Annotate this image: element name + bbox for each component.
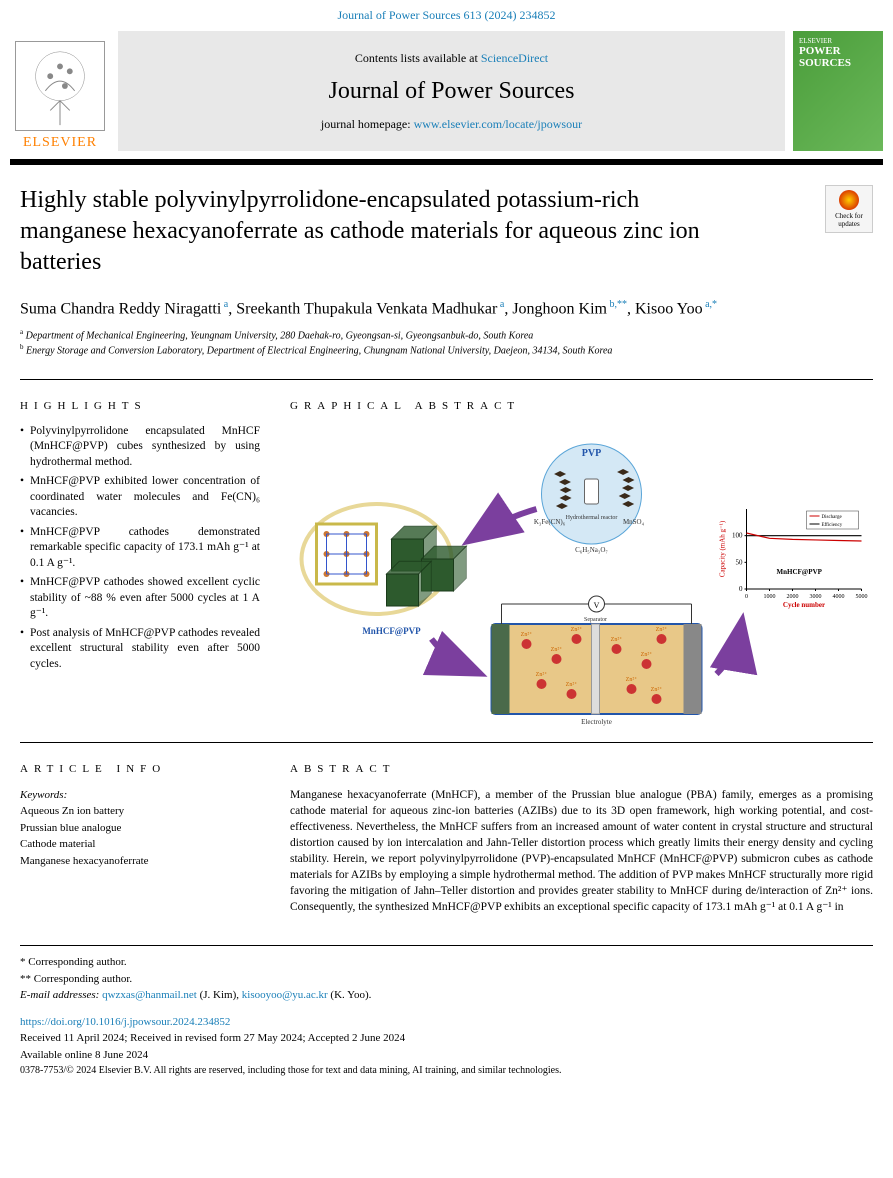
copyright-line: 0378-7753/© 2024 Elsevier B.V. All right…	[20, 1063, 873, 1078]
corr-2: ** Corresponding author.	[20, 971, 873, 988]
email-link-1[interactable]: qwzxas@hanmail.net	[102, 989, 197, 1001]
keyword-item: Prussian blue analogue	[20, 820, 260, 837]
homepage-line: journal homepage: www.elsevier.com/locat…	[321, 117, 582, 132]
journal-name: Journal of Power Sources	[329, 78, 575, 105]
highlight-item: Polyvinylpyrrolidone encapsulated MnHCF …	[20, 424, 260, 471]
keywords-block: Keywords: Aqueous Zn ion batteryPrussian…	[20, 787, 260, 870]
svg-text:Zn²⁺: Zn²⁺	[656, 626, 668, 633]
svg-text:Zn²⁺: Zn²⁺	[571, 626, 583, 633]
svg-text:Discharge: Discharge	[822, 515, 843, 520]
svg-text:1000: 1000	[764, 594, 776, 600]
check-updates-badge[interactable]: Check for updates	[825, 185, 873, 233]
svg-text:3000: 3000	[810, 594, 822, 600]
svg-text:Zn²⁺: Zn²⁺	[551, 646, 563, 653]
svg-text:Electrolyte: Electrolyte	[581, 718, 612, 726]
svg-text:50: 50	[736, 558, 744, 566]
svg-text:K₃Fe(CN)₆: K₃Fe(CN)₆	[534, 518, 566, 526]
svg-text:0: 0	[745, 594, 748, 600]
svg-text:MnHCF@PVP: MnHCF@PVP	[362, 626, 421, 636]
abstract-heading: ABSTRACT	[290, 763, 873, 775]
crossmark-icon	[839, 190, 859, 210]
keyword-item: Cathode material	[20, 836, 260, 853]
svg-text:MnHCF@PVP: MnHCF@PVP	[777, 568, 823, 576]
cover-publisher: ELSEVIER	[799, 37, 877, 45]
banner-row: ELSEVIER Contents lists available at Sci…	[0, 31, 893, 151]
banner-center: Contents lists available at ScienceDirec…	[118, 31, 785, 151]
contents-line: Contents lists available at ScienceDirec…	[355, 51, 548, 66]
journal-cover: ELSEVIER POWER SOURCES	[793, 31, 883, 151]
highlights-heading: HIGHLIGHTS	[20, 400, 260, 412]
elsevier-logo: ELSEVIER	[10, 31, 110, 151]
abstract-text: Manganese hexacyanoferrate (MnHCF), a me…	[290, 787, 873, 916]
divider-thick	[10, 159, 883, 165]
doi-link[interactable]: https://doi.org/10.1016/j.jpowsour.2024.…	[20, 1016, 230, 1028]
info-heading: ARTICLE INFO	[20, 763, 260, 775]
highlight-item: MnHCF@PVP exhibited lower concentration …	[20, 474, 260, 521]
article-title: Highly stable polyvinylpyrrolidone-encap…	[0, 185, 720, 279]
svg-text:MnSO₄: MnSO₄	[623, 518, 645, 526]
authors-line: Suma Chandra Reddy Niragatti a, Sreekant…	[0, 279, 893, 328]
elsevier-text: ELSEVIER	[23, 135, 97, 151]
email-label: E-mail addresses:	[20, 989, 99, 1001]
svg-text:C₆H₅Na₃O₇: C₆H₅Na₃O₇	[575, 546, 608, 554]
graphical-heading: GRAPHICAL ABSTRACT	[290, 400, 873, 412]
svg-text:0: 0	[739, 585, 743, 593]
svg-text:Efficiency: Efficiency	[822, 523, 843, 528]
check-updates-label: Check for updates	[826, 212, 872, 228]
section-divider	[20, 379, 873, 380]
email-line: E-mail addresses: qwzxas@hanmail.net (J.…	[20, 987, 873, 1004]
keyword-item: Aqueous Zn ion battery	[20, 803, 260, 820]
svg-text:V: V	[594, 601, 600, 610]
section-divider-2	[20, 742, 873, 743]
keywords-label: Keywords:	[20, 787, 260, 804]
dates-line: Received 11 April 2024; Received in revi…	[20, 1030, 873, 1047]
doi-line: https://doi.org/10.1016/j.jpowsour.2024.…	[20, 1014, 873, 1031]
keyword-item: Manganese hexacyanoferrate	[20, 853, 260, 870]
svg-text:PVP: PVP	[582, 448, 601, 459]
highlights-list: Polyvinylpyrrolidone encapsulated MnHCF …	[20, 424, 260, 673]
svg-text:Zn²⁺: Zn²⁺	[626, 676, 638, 683]
svg-text:Zn²⁺: Zn²⁺	[641, 651, 653, 658]
svg-text:Capacity (mAh g⁻¹): Capacity (mAh g⁻¹)	[719, 520, 727, 577]
svg-text:2000: 2000	[787, 594, 799, 600]
footer-block: * Corresponding author. ** Corresponding…	[20, 945, 873, 1078]
svg-text:Separator: Separator	[584, 617, 607, 623]
svg-text:100: 100	[732, 531, 743, 539]
svg-text:Zn²⁺: Zn²⁺	[521, 631, 533, 638]
highlight-item: MnHCF@PVP cathodes demonstrated remarkab…	[20, 525, 260, 572]
svg-text:Zn²⁺: Zn²⁺	[536, 671, 548, 678]
sciencedirect-link[interactable]: ScienceDirect	[481, 51, 548, 65]
highlight-item: MnHCF@PVP cathodes showed excellent cycl…	[20, 575, 260, 622]
svg-text:Zn²⁺: Zn²⁺	[566, 681, 578, 688]
svg-text:Zn²⁺: Zn²⁺	[611, 636, 623, 643]
homepage-prefix: journal homepage:	[321, 117, 414, 131]
svg-text:Cycle number: Cycle number	[783, 601, 825, 609]
available-line: Available online 8 June 2024	[20, 1047, 873, 1064]
svg-text:Zn²⁺: Zn²⁺	[651, 686, 663, 693]
affiliation-item: b Energy Storage and Conversion Laborato…	[20, 343, 873, 358]
homepage-link[interactable]: www.elsevier.com/locate/jpowsour	[414, 117, 583, 131]
contents-prefix: Contents lists available at	[355, 51, 481, 65]
svg-text:Hydrothermal reactor: Hydrothermal reactor	[566, 515, 618, 521]
email-name-1: (J. Kim),	[200, 989, 239, 1001]
header-citation: Journal of Power Sources 613 (2024) 2348…	[0, 0, 893, 31]
affiliations: a Department of Mechanical Engineering, …	[0, 328, 893, 371]
cover-title: POWER SOURCES	[799, 45, 877, 69]
email-name-2: (K. Yoo).	[330, 989, 371, 1001]
svg-text:5000: 5000	[856, 594, 868, 600]
affiliation-item: a Department of Mechanical Engineering, …	[20, 328, 873, 343]
elsevier-tree-icon	[15, 41, 105, 131]
highlight-item: Post analysis of MnHCF@PVP cathodes reve…	[20, 626, 260, 673]
svg-text:4000: 4000	[833, 594, 845, 600]
email-link-2[interactable]: kisooyoo@yu.ac.kr	[242, 989, 328, 1001]
corr-1: * Corresponding author.	[20, 954, 873, 971]
graphical-abstract: PVP Hydrothermal reactorK₃Fe(CN)₆ MnSO₄ C₆H…	[290, 424, 873, 734]
